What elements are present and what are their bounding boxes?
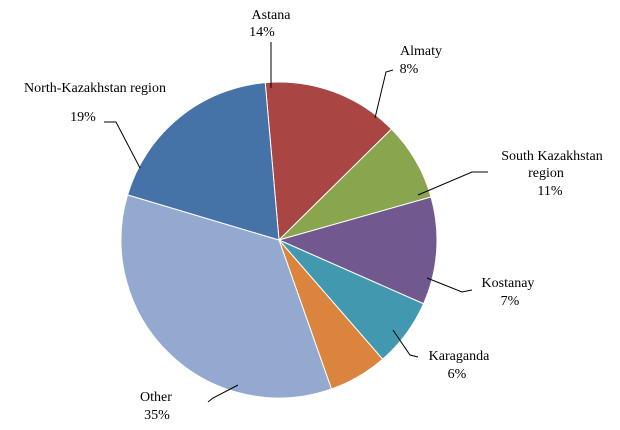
slice-value-south-kazakhstan: 11% bbox=[537, 184, 562, 199]
slice-value-north-kazakhstan: 19% bbox=[70, 110, 96, 125]
slice-value-astana: 14% bbox=[249, 25, 275, 40]
leader-line-kostanay bbox=[426, 277, 473, 293]
slice-label-other: Other bbox=[140, 390, 172, 405]
slice-label-south-kazakhstan-line2: region bbox=[528, 166, 564, 181]
pie-slice-other bbox=[120, 194, 333, 399]
leader-line-north-kazakhstan bbox=[104, 121, 141, 169]
slice-value-other: 35% bbox=[144, 408, 170, 423]
leader-line-other bbox=[207, 384, 239, 403]
slice-label-karaganda: Karaganda bbox=[429, 349, 490, 364]
pie-slice-south-kazakhstan-region bbox=[277, 196, 438, 305]
pie-slices bbox=[120, 81, 438, 399]
leader-line-almaty bbox=[374, 69, 394, 119]
slice-value-almaty: 8% bbox=[400, 62, 419, 77]
slice-label-almaty: Almaty bbox=[400, 44, 442, 59]
slice-label-south-kazakhstan-line1: South Kazakhstan bbox=[501, 149, 602, 164]
leader-lines bbox=[104, 42, 488, 403]
slice-label-north-kazakhstan: North-Kazakhstan region bbox=[24, 81, 166, 96]
slice-labels: Astana 14% Almaty 8% South Kazakhstan re… bbox=[24, 8, 603, 423]
slice-value-kostanay: 7% bbox=[501, 294, 520, 309]
slice-label-kostanay: Kostanay bbox=[482, 276, 535, 291]
pie-slice-astana bbox=[264, 81, 393, 242]
pie-slice-north-kazakhstan-region bbox=[126, 82, 280, 241]
leader-line-karaganda bbox=[392, 329, 419, 358]
slice-value-karaganda: 6% bbox=[448, 367, 467, 382]
leader-line-south-kazakhstan bbox=[417, 171, 488, 196]
slice-label-astana: Astana bbox=[252, 8, 292, 23]
